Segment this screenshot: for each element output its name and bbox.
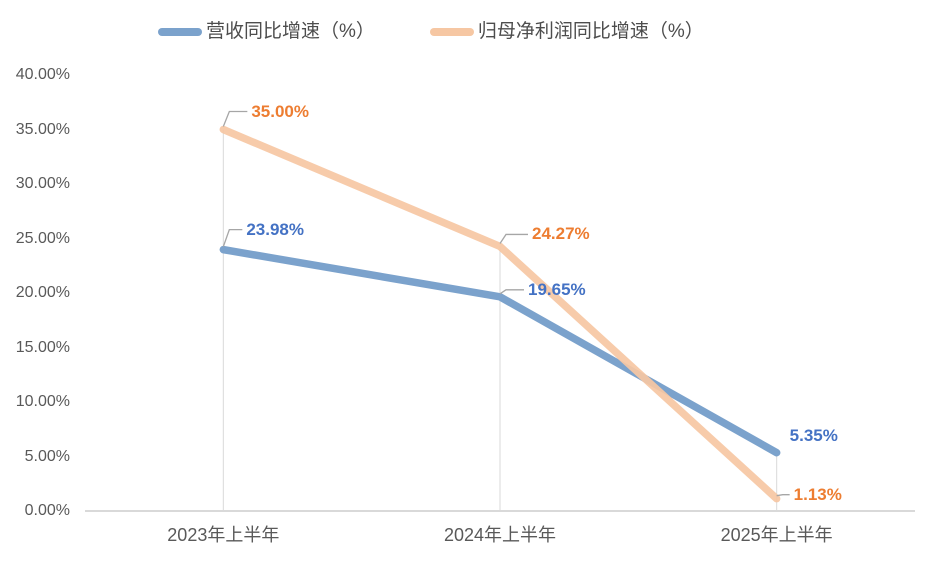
- y-tick-label: 15.00%: [15, 338, 70, 356]
- label-leader-line: [499, 289, 524, 295]
- legend-line-swatch-icon: [429, 28, 474, 36]
- y-tick-label: 40.00%: [15, 66, 70, 83]
- data-label: 23.98%: [246, 219, 304, 239]
- x-category-label: 2023年上半年: [167, 525, 280, 545]
- data-label: 5.35%: [789, 425, 838, 445]
- y-tick-label: 35.00%: [15, 120, 70, 138]
- x-category-label: 2025年上半年: [720, 525, 833, 545]
- y-tick-label: 30.00%: [15, 175, 70, 192]
- label-leader-line: [776, 494, 790, 497]
- y-tick-label: 20.00%: [15, 284, 70, 301]
- legend-item-1: 归母净利润同比增速（%）: [429, 20, 704, 44]
- y-tick-label: 25.00%: [15, 229, 70, 247]
- data-label: 19.65%: [528, 279, 586, 299]
- label-leader-line: [222, 110, 248, 127]
- y-tick-label: 0.00%: [24, 502, 70, 519]
- data-label: 24.27%: [532, 224, 590, 244]
- series-line-1: [219, 125, 781, 503]
- legend: 营收同比增速（%） 归母净利润同比增速（%）: [158, 20, 704, 44]
- series-line-0: [219, 245, 781, 457]
- y-tick-label: 5.00%: [24, 447, 70, 465]
- label-leader-line: [222, 228, 243, 247]
- x-category-label: 2024年上半年: [443, 525, 557, 545]
- legend-label: 归母净利润同比增速（%）: [477, 21, 704, 42]
- legend-item-0: 营收同比增速（%）: [158, 20, 375, 44]
- legend-label: 营收同比增速（%）: [206, 21, 375, 42]
- data-label: 1.13%: [793, 484, 842, 504]
- data-label: 35.00%: [251, 101, 309, 121]
- legend-line-swatch-icon: [158, 28, 202, 36]
- y-tick-label: 10.00%: [15, 393, 70, 410]
- label-leader-line: [499, 233, 528, 244]
